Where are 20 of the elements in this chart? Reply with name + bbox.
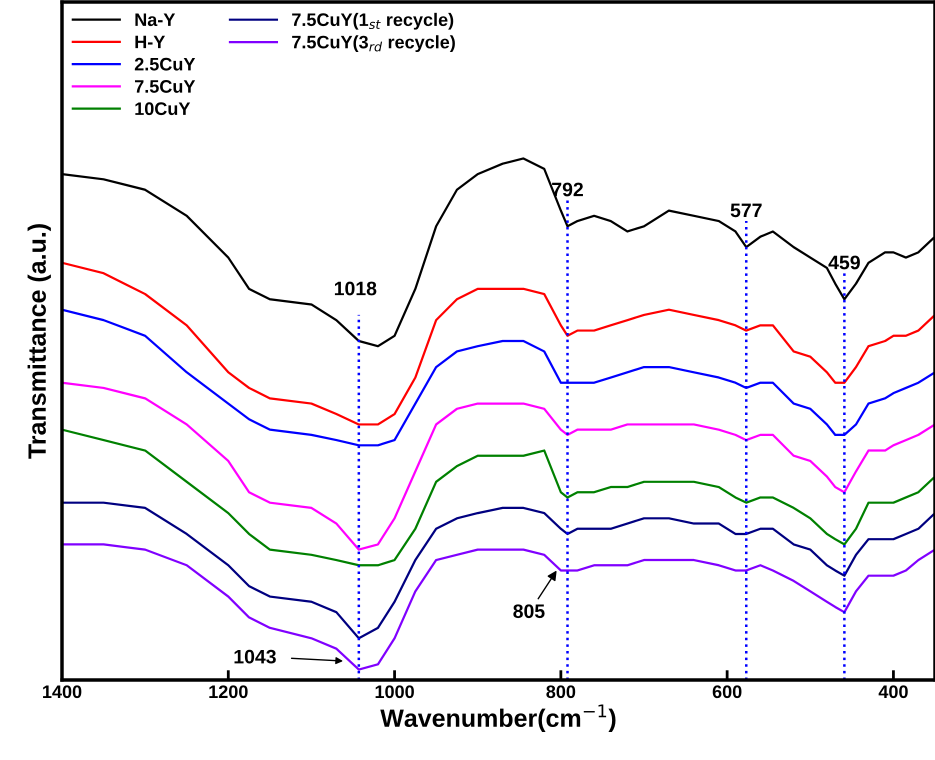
legend-label: 7.5CuY(1$_{st}$ recycle) — [292, 12, 454, 30]
x-axis-title: Wavenumber(cm$^{−1}$) — [380, 704, 616, 732]
x-tick-label: 1400 — [43, 685, 82, 698]
legend-label: 7.5CuY(3$_{rd}$ recycle) — [292, 35, 455, 52]
legend-label: H-Y — [135, 36, 166, 48]
legend-label: 10CuY — [135, 102, 190, 116]
x-tick-label: 800 — [546, 685, 576, 698]
x-tick-label: 1200 — [209, 685, 248, 698]
ref-line-label: 577 — [730, 204, 762, 218]
x-tick-label: 600 — [712, 685, 742, 698]
annotation: 805 — [513, 604, 545, 618]
x-tick-label: 400 — [878, 685, 908, 698]
ref-line-label: 459 — [828, 256, 860, 270]
legend-label: 7.5CuY — [135, 80, 196, 93]
legend-label: 2.5CuY — [134, 58, 196, 71]
annotation: 1018 — [334, 282, 376, 296]
annotation: 1043 — [234, 650, 276, 664]
legend-label: Na-Y — [135, 13, 176, 26]
y-axis-title: Transmittance (a.u.) — [28, 224, 51, 459]
x-tick-label: 1000 — [376, 685, 414, 698]
